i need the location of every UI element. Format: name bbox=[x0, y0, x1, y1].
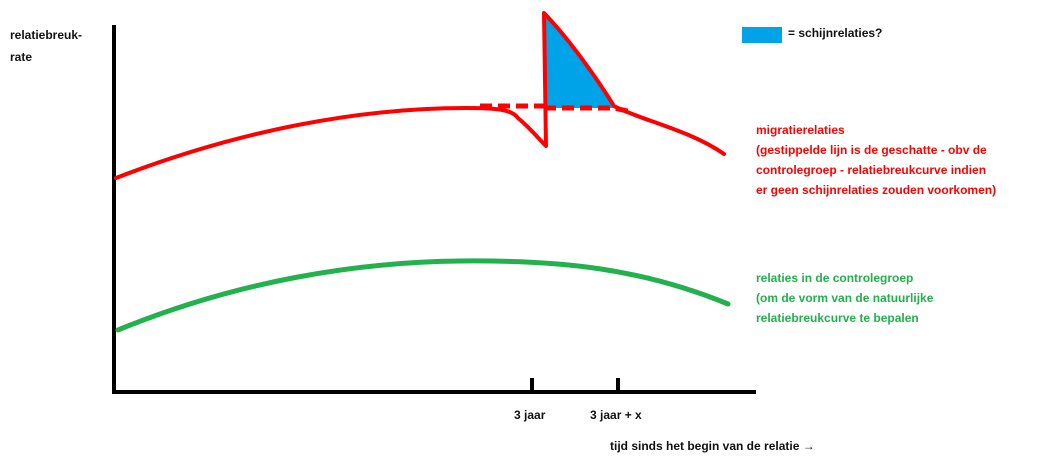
control-note-line2: relatiebreukcurve te bepalen bbox=[756, 311, 919, 325]
migration-note-line2: controlegroep - relatiebreukcurve indien bbox=[756, 163, 987, 177]
y-axis-label-line1: relatiebreuk- bbox=[10, 28, 83, 42]
schijnrelaties-area bbox=[544, 13, 614, 108]
tick-label-3-jaar-plus-x: 3 jaar + x bbox=[590, 408, 642, 422]
migration-note-line3: er geen schijnrelaties zouden voorkomen) bbox=[756, 183, 997, 197]
control-note-line1: (om de vorm van de natuurlijke bbox=[756, 291, 934, 305]
legend-swatch bbox=[742, 27, 782, 43]
tick-label-3-jaar: 3 jaar bbox=[514, 408, 546, 422]
migration-curve bbox=[114, 11, 726, 180]
y-axis-label: relatiebreuk- rate bbox=[10, 24, 82, 68]
control-title: relaties in de controlegroep bbox=[756, 271, 914, 285]
legend-label: = schijnrelaties? bbox=[788, 26, 883, 40]
control-curve bbox=[115, 258, 731, 333]
control-annotation: relaties in de controlegroep (om de vorm… bbox=[756, 268, 933, 328]
migration-note-line1: (gestippelde lijn is de geschatte - obv … bbox=[756, 143, 987, 157]
migration-annotation: migratierelaties (gestippelde lijn is de… bbox=[756, 120, 996, 200]
x-axis-label: tijd sinds het begin van de relatie → bbox=[610, 439, 815, 453]
y-axis-label-line2: rate bbox=[10, 50, 33, 64]
migration-title: migratierelaties bbox=[756, 123, 845, 137]
